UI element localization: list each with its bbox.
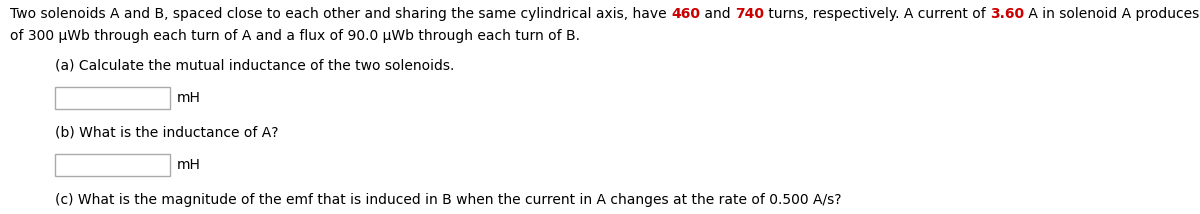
Text: of 300 μWb through each turn of A and a flux of 90.0 μWb through each turn of B.: of 300 μWb through each turn of A and a … <box>10 29 580 43</box>
Text: 740: 740 <box>734 7 764 21</box>
Text: 3.60: 3.60 <box>990 7 1025 21</box>
Text: (a) Calculate the mutual inductance of the two solenoids.: (a) Calculate the mutual inductance of t… <box>55 59 455 73</box>
Text: 460: 460 <box>671 7 700 21</box>
Bar <box>55 87 170 109</box>
Text: A in solenoid A produces an average flux: A in solenoid A produces an average flux <box>1025 7 1200 21</box>
Bar <box>55 154 170 176</box>
Text: turns, respectively. A current of: turns, respectively. A current of <box>764 7 990 21</box>
Text: (c) What is the magnitude of the emf that is induced in B when the current in A : (c) What is the magnitude of the emf tha… <box>55 193 841 207</box>
Text: mH: mH <box>178 91 200 105</box>
Text: mH: mH <box>178 158 200 172</box>
Text: and: and <box>700 7 734 21</box>
Text: (b) What is the inductance of A?: (b) What is the inductance of A? <box>55 126 278 140</box>
Text: Two solenoids A and B, spaced close to each other and sharing the same cylindric: Two solenoids A and B, spaced close to e… <box>10 7 671 21</box>
